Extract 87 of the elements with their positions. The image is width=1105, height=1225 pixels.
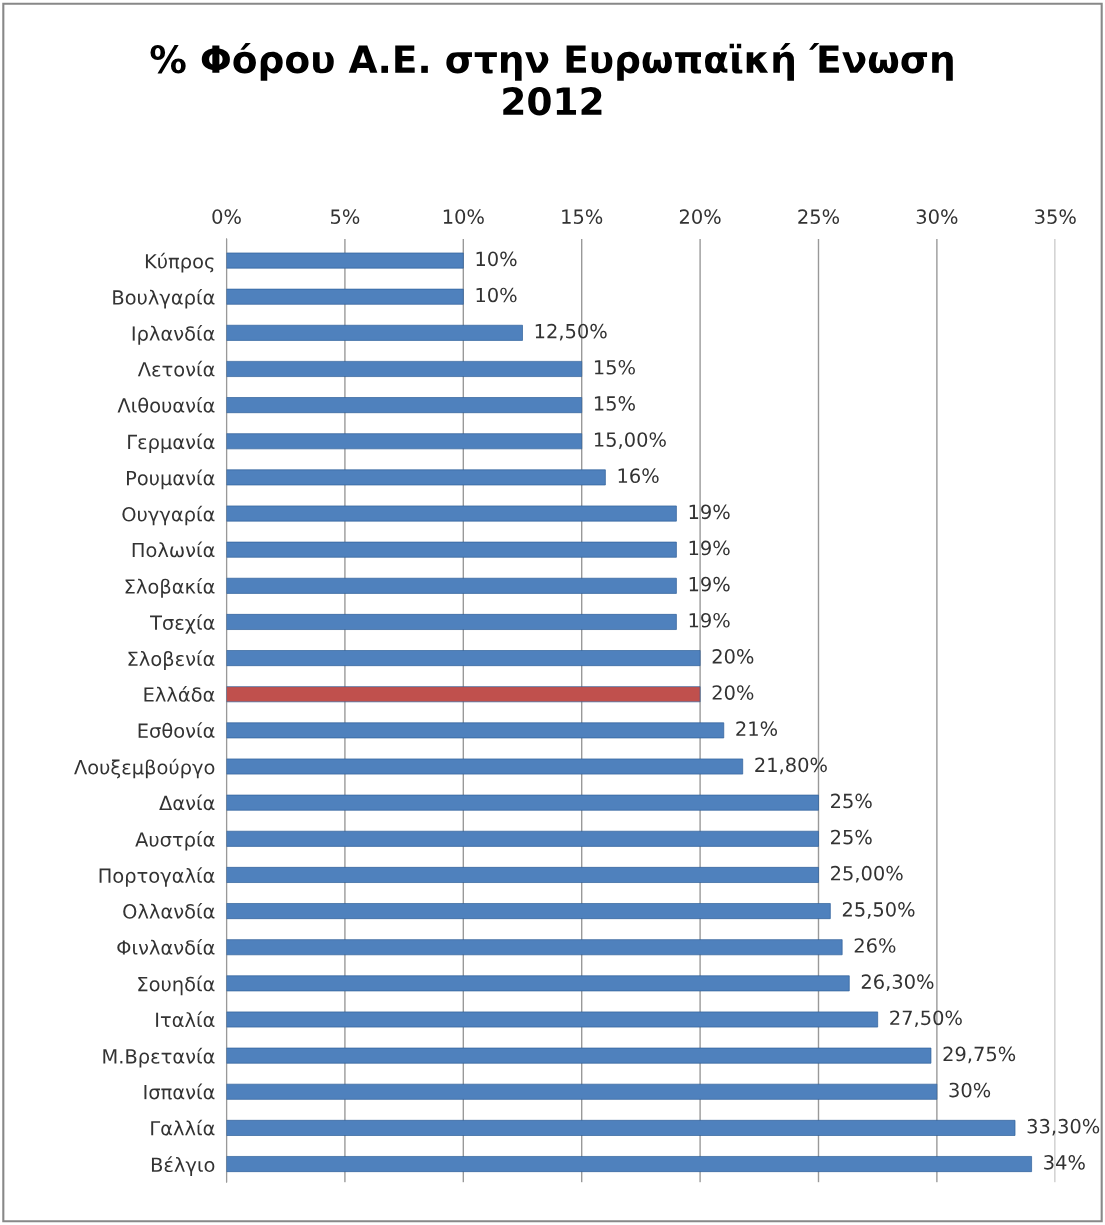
data-label: 20% — [712, 649, 754, 664]
y-tick-label: Ρουμανία — [127, 469, 215, 490]
y-tick-label: Βέλγιο — [151, 1156, 215, 1176]
x-tick-label: 25% — [798, 209, 840, 224]
data-label: 15,00% — [594, 432, 666, 449]
y-tick-label: Λουξεμβούργο — [74, 758, 215, 779]
y-tick-label: Σλοβενία — [128, 650, 215, 670]
data-label: 19% — [689, 504, 730, 520]
data-label: 29,75% — [943, 1046, 1016, 1064]
y-tick-label: Πορτογαλία — [99, 867, 215, 887]
x-tick-label: 5% — [331, 209, 360, 224]
bar — [226, 577, 677, 594]
data-label: 19% — [689, 540, 730, 556]
y-tick-label: Αυστρία — [135, 831, 215, 851]
data-label: 20% — [712, 685, 754, 700]
bar — [226, 722, 725, 739]
data-label: 27,50% — [890, 1010, 962, 1028]
chart-title: % Φόρου Α.Ε. στην Ευρωπαϊκή Ένωση 2012 — [150, 42, 953, 116]
data-label: 25,00% — [831, 865, 903, 883]
bar — [226, 758, 744, 775]
data-label: 25,50% — [842, 902, 915, 919]
bar — [226, 1156, 1032, 1172]
x-tick-label: 10% — [443, 209, 484, 224]
data-label: 16% — [618, 468, 659, 484]
data-label: 15% — [594, 359, 635, 375]
x-tick-label: 15% — [562, 209, 603, 224]
data-label: 33,30% — [1027, 1118, 1100, 1136]
bar — [226, 397, 583, 414]
y-tick-label: Δανία — [159, 794, 215, 811]
data-label: 30% — [949, 1082, 991, 1098]
y-tick-label: Φινλανδία — [117, 939, 215, 955]
y-tick-label: Ιρλανδία — [132, 325, 215, 345]
x-tick-label: 30% — [916, 209, 958, 224]
bar — [226, 939, 843, 956]
y-tick-label: Λιθουανία — [117, 396, 215, 413]
x-tick-label: 20% — [679, 209, 721, 224]
data-label: 19% — [689, 576, 730, 592]
bar — [226, 361, 583, 377]
y-tick-label: Γερμανία — [128, 433, 215, 454]
data-label: 12,50% — [535, 323, 607, 341]
data-label: 25% — [831, 793, 872, 809]
x-tick-label: 35% — [1035, 209, 1076, 224]
y-tick-label: Ουγγαρία — [122, 505, 215, 526]
bar — [226, 794, 819, 811]
y-tick-label: Λετονία — [137, 360, 215, 377]
y-tick-label: Γαλλία — [151, 1119, 215, 1136]
bar — [226, 903, 831, 920]
y-tick-label: Ιταλία — [156, 1011, 215, 1028]
data-label: 34% — [1044, 1154, 1085, 1170]
bar — [226, 469, 606, 486]
bar — [226, 614, 677, 630]
data-label: 26% — [854, 938, 896, 953]
bar — [226, 288, 464, 305]
bar — [226, 505, 677, 522]
y-tick-label: Ελλάδα — [144, 686, 215, 702]
bar — [226, 324, 523, 341]
data-label: 10% — [476, 287, 517, 303]
y-tick-label: Ισπανία — [144, 1083, 215, 1100]
data-label: 21,80% — [755, 757, 827, 775]
y-tick-label: Ολλανδία — [123, 902, 215, 919]
y-tick-label: Κύπρος — [145, 252, 214, 273]
y-tick-label: Σλοβακία — [125, 578, 215, 598]
bar — [226, 867, 819, 883]
data-label: 19% — [689, 612, 730, 628]
y-tick-label: Εσθονία — [138, 722, 215, 739]
data-label: 26,30% — [861, 974, 934, 991]
y-tick-label: Μ.Βρετανία — [103, 1047, 215, 1068]
data-label: 25% — [831, 829, 872, 845]
y-tick-label: Βουλγαρία — [113, 288, 215, 309]
bar — [226, 1119, 1016, 1136]
bar — [226, 1083, 938, 1100]
bar — [226, 1011, 879, 1028]
y-tick-label: Πολωνία — [132, 541, 215, 558]
data-label: 21% — [736, 721, 778, 737]
bar — [226, 650, 701, 667]
y-tick-label: Σουηδία — [138, 975, 215, 996]
bar — [226, 541, 677, 558]
data-label: 10% — [476, 251, 517, 267]
data-label: 15% — [594, 396, 635, 411]
bar — [226, 433, 583, 450]
bar — [226, 1047, 932, 1064]
bar — [226, 686, 701, 703]
y-tick-label: Τσεχία — [150, 614, 215, 634]
bar — [226, 975, 850, 992]
bar — [226, 252, 464, 269]
x-tick-label: 0% — [212, 209, 241, 224]
bar — [226, 830, 819, 847]
